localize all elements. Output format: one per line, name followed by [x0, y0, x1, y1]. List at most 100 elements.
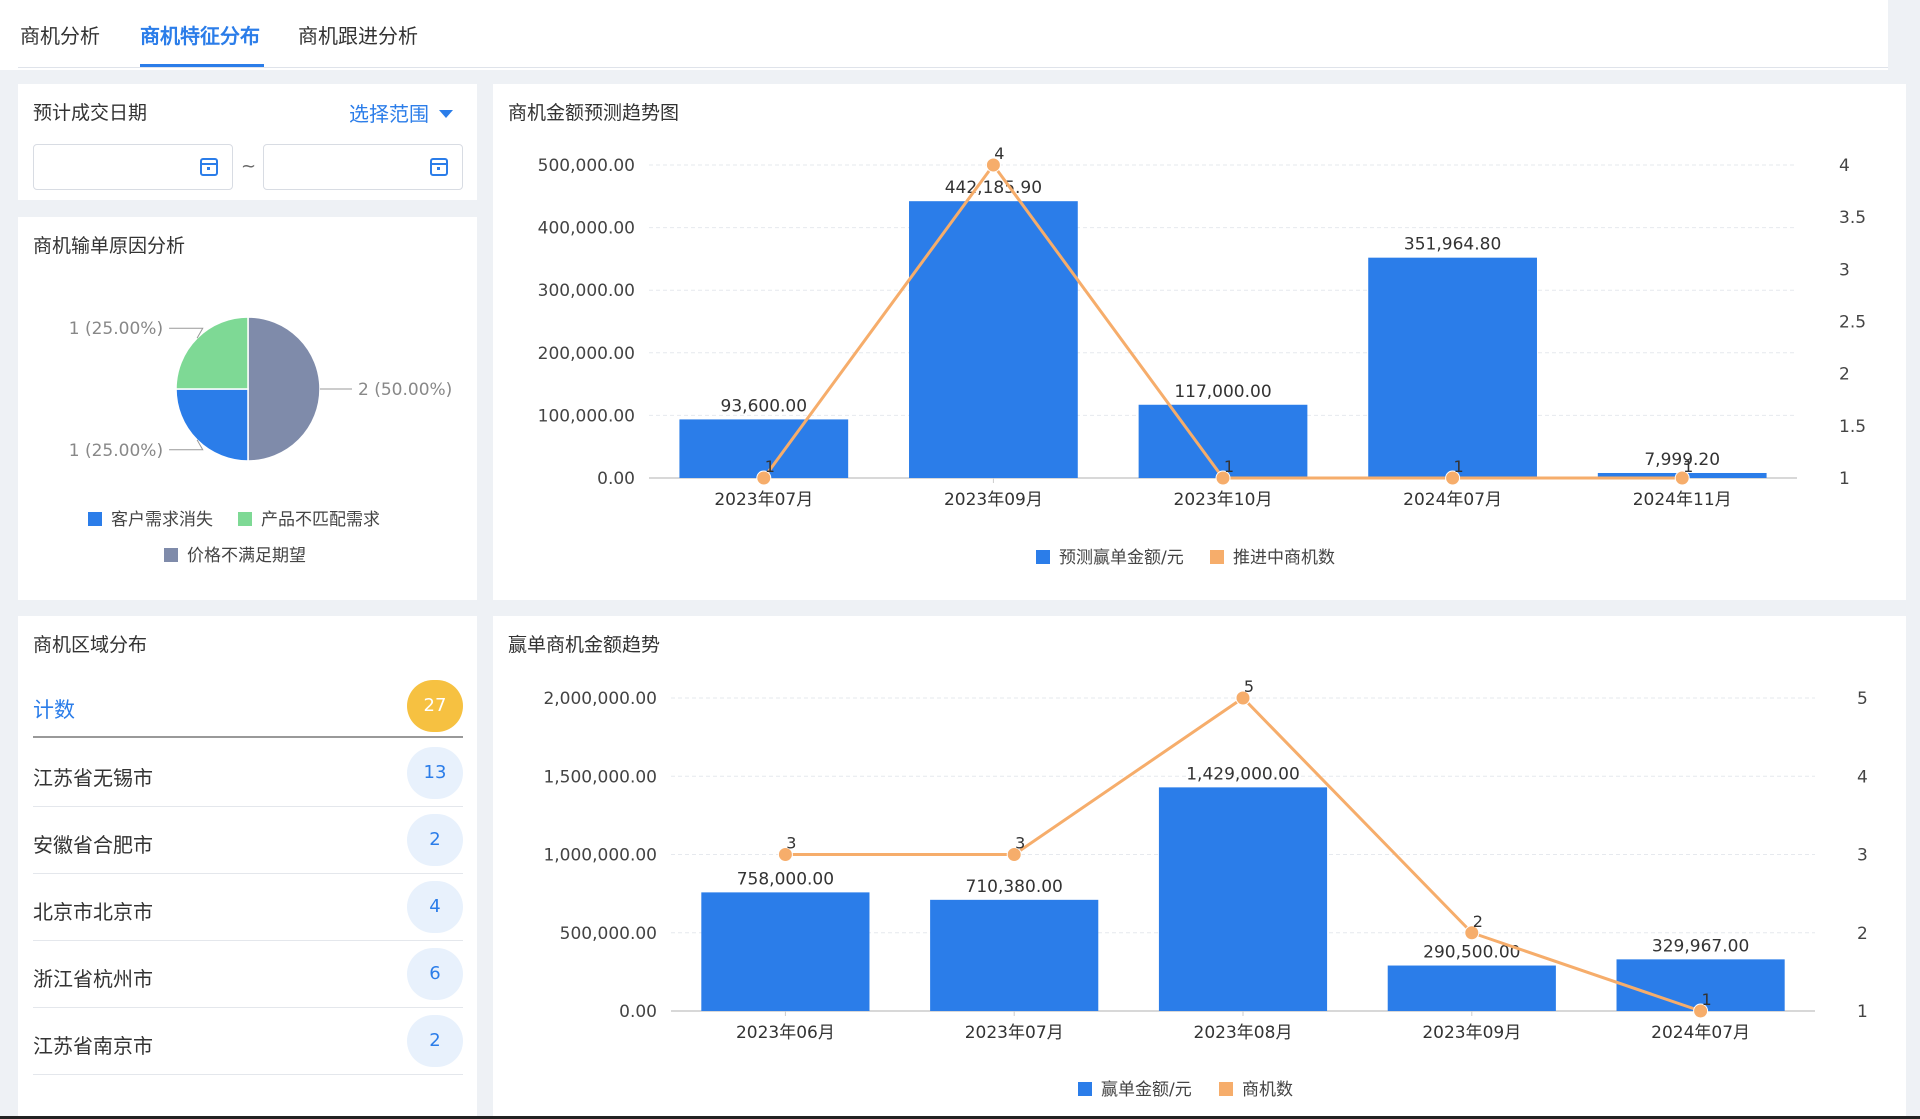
y2-tick-label: 1.5 [1839, 417, 1866, 437]
won-trend-title: 赢单商机金额趋势 [508, 634, 661, 656]
tab-opportunity-analysis[interactable]: 商机分析 [20, 24, 100, 48]
pie-slice-label: 1 (25.00%) [69, 441, 163, 461]
y2-tick-label: 3 [1839, 260, 1850, 280]
calendar-icon[interactable] [430, 158, 448, 176]
bar-value-label: 93,600.00 [721, 396, 808, 416]
region-count-badge: 2 [407, 814, 463, 866]
forecast-trend-chart: 0.00 100,000.00 200,000.00 300,000.00 400,00… [538, 144, 1866, 510]
line-point[interactable] [1445, 470, 1461, 486]
legend-item-price-not-meet[interactable]: 价格不满足期望 [164, 541, 306, 566]
won-trend-card: 赢单商机金额趋势 0.00 500,000.00 1,000,000.00 1,500… [493, 616, 1906, 1119]
legend-item-customer-demand-lost[interactable]: 客户需求消失 [88, 505, 213, 530]
y2-tick-label: 2.5 [1839, 313, 1866, 333]
y2-tick-label: 1 [1857, 1002, 1868, 1022]
line-point-label: 1 [1454, 457, 1464, 476]
calendar-icon[interactable] [200, 158, 218, 176]
pie-slice[interactable] [247, 316, 321, 462]
bar[interactable] [1158, 787, 1328, 1011]
bar[interactable] [930, 899, 1099, 1011]
y-tick-label: 500,000.00 [560, 924, 657, 944]
caret-down-icon [439, 110, 453, 118]
region-name: 江苏省无锡市 [33, 766, 153, 790]
bar-value-label: 290,500.00 [1423, 943, 1520, 963]
end-date-field[interactable] [263, 144, 463, 190]
line-point[interactable] [1464, 925, 1480, 941]
legend-item-product-mismatch[interactable]: 产品不匹配需求 [238, 505, 380, 530]
x-tick-label: 2023年06月 [736, 1023, 835, 1043]
legend-label: 价格不满足期望 [187, 546, 306, 566]
legend-label: 商机数 [1242, 1080, 1293, 1100]
region-row[interactable]: 北京市北京市 4 [33, 874, 463, 941]
y-tick-label: 2,000,000.00 [543, 689, 657, 709]
loss-reason-pie-chart: 2 (50.00%) 1 (25.00%) 1 (25.00%) [69, 316, 452, 462]
line-point-label: 4 [994, 144, 1004, 163]
legend-label: 预测赢单金额/元 [1059, 548, 1184, 568]
bar-value-label: 710,380.00 [966, 877, 1063, 897]
bar[interactable] [679, 419, 849, 478]
date-separator: ~ [241, 156, 257, 177]
line-point[interactable] [756, 470, 772, 486]
total-count-badge: 27 [407, 680, 463, 732]
line-point[interactable] [1693, 1003, 1709, 1019]
start-date-input[interactable] [34, 145, 194, 189]
legend-item-forecast-amount[interactable]: 预测赢单金额/元 [1036, 543, 1184, 568]
legend-item-opportunity-count[interactable]: 商机数 [1219, 1075, 1293, 1100]
pie-slice-label: 2 (50.00%) [358, 380, 452, 400]
region-row[interactable]: 江苏省无锡市 13 [33, 740, 463, 807]
bar[interactable] [909, 201, 1078, 478]
tab-opportunity-distribution[interactable]: 商机特征分布 [140, 24, 260, 48]
y-tick-label: 400,000.00 [538, 219, 635, 239]
region-count-badge: 13 [407, 747, 463, 799]
line-point[interactable] [1006, 847, 1022, 862]
legend-item-won-amount[interactable]: 赢单金额/元 [1078, 1075, 1192, 1100]
line-point[interactable] [1215, 470, 1231, 486]
y2-tick-label: 3.5 [1839, 208, 1866, 228]
won-trend-chart: 0.00 500,000.00 1,000,000.00 1,500,000.00 2,… [543, 677, 1868, 1043]
region-title: 商机区域分布 [33, 634, 148, 656]
count-label: 计数 [33, 698, 75, 722]
legend-label: 推进中商机数 [1233, 548, 1335, 568]
legend-swatch [1036, 550, 1050, 564]
y-tick-label: 1,500,000.00 [543, 767, 657, 787]
bar[interactable] [1616, 959, 1785, 1011]
legend-swatch [238, 512, 252, 526]
bar[interactable] [1368, 257, 1537, 478]
y2-tick-label: 5 [1857, 689, 1868, 709]
region-card: 商机区域分布 计数 27 江苏省无锡市 13 安徽省合肥市 2 北京市北京市 4… [18, 616, 477, 1119]
line-point-label: 1 [1702, 990, 1712, 1009]
legend-label: 客户需求消失 [111, 510, 213, 530]
select-range-button[interactable]: 选择范围 [349, 98, 453, 127]
date-filter-title: 预计成交日期 [33, 102, 148, 124]
line-point[interactable] [985, 157, 1001, 173]
start-date-field[interactable] [33, 144, 233, 190]
legend-item-in-progress-count[interactable]: 推进中商机数 [1210, 543, 1335, 568]
line-point-label: 3 [786, 834, 796, 853]
select-range-label: 选择范围 [349, 102, 429, 126]
y-tick-label: 0.00 [619, 1002, 657, 1022]
y-tick-label: 0.00 [597, 469, 635, 489]
line-point[interactable] [1674, 470, 1690, 486]
legend-swatch [88, 512, 102, 526]
region-row[interactable]: 浙江省杭州市 6 [33, 941, 463, 1008]
tab-bar: 商机分析 商机特征分布 商机跟进分析 [0, 0, 1888, 70]
region-count-badge: 6 [407, 948, 463, 1000]
line-point-label: 1 [765, 457, 775, 476]
x-tick-label: 2023年09月 [1422, 1023, 1521, 1043]
x-tick-label: 2023年09月 [944, 490, 1043, 510]
bar[interactable] [701, 892, 870, 1011]
date-filter-card: 预计成交日期 选择范围 ~ [18, 84, 477, 200]
bar[interactable] [1387, 965, 1556, 1011]
line-point-label: 3 [1015, 834, 1025, 853]
loss-reason-card: 商机输单原因分析 2 (50.00%) 1 (25.00%) 1 (25.00%) … [18, 217, 477, 600]
region-row[interactable]: 江苏省南京市 2 [33, 1008, 463, 1075]
bar[interactable] [1138, 404, 1308, 478]
x-tick-label: 2024年11月 [1633, 490, 1732, 510]
bar-value-label: 351,964.80 [1404, 235, 1501, 255]
region-row[interactable]: 安徽省合肥市 2 [33, 807, 463, 874]
pie-slice[interactable] [175, 316, 249, 390]
line-point[interactable] [777, 847, 793, 862]
end-date-input[interactable] [264, 145, 424, 189]
bar-value-label: 117,000.00 [1174, 382, 1271, 402]
tab-followup-analysis[interactable]: 商机跟进分析 [298, 24, 418, 48]
line-point[interactable] [1235, 690, 1251, 706]
